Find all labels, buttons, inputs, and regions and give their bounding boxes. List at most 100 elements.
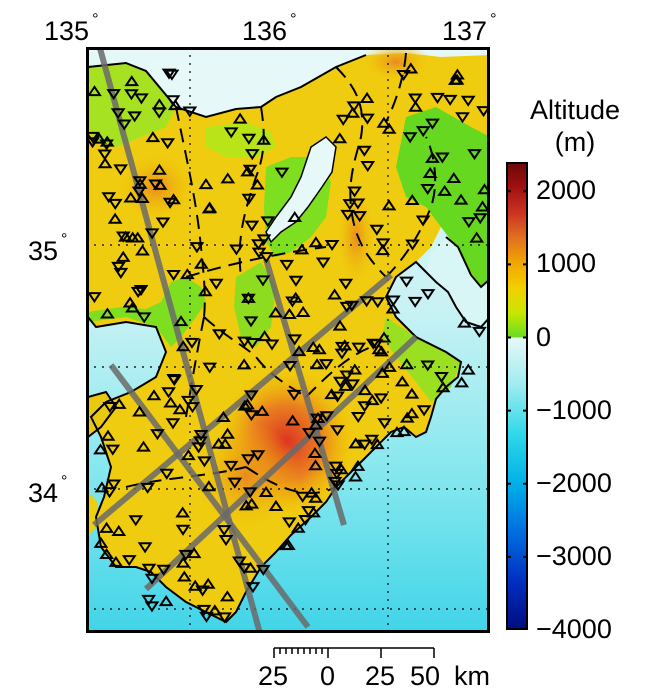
station-triangle [111, 524, 127, 536]
station-triangle [446, 171, 462, 184]
station-triangle [145, 131, 161, 143]
station-inverted-triangle [185, 402, 200, 414]
colorbar-title-line1: Altitude [529, 95, 621, 125]
colorbar-label: 2000 [536, 175, 597, 206]
lon-tick-135-value: 135 [44, 16, 90, 46]
scalebar-svg [273, 647, 435, 658]
station-triangle [237, 399, 253, 411]
station-triangle [244, 497, 260, 509]
station-inverted-triangle [107, 198, 123, 210]
station-triangle [385, 302, 401, 314]
station-triangle [172, 403, 188, 415]
colorbar-label: 0 [536, 321, 552, 352]
station-triangle [290, 521, 306, 533]
station-triangle [285, 414, 301, 426]
station-inverted-triangle [312, 436, 327, 448]
station-inverted-triangle [415, 126, 431, 138]
station-inverted-triangle [244, 149, 260, 161]
station-triangle [404, 193, 420, 206]
station-triangle [288, 291, 304, 303]
station-inverted-triangle [402, 132, 418, 144]
station-triangle [460, 363, 476, 375]
station-inverted-triangle [218, 535, 234, 547]
station-inverted-triangle [162, 197, 178, 209]
station-triangle [381, 122, 397, 134]
station-inverted-triangle [161, 68, 177, 80]
station-inverted-triangle [357, 145, 372, 157]
station-inverted-triangle [243, 390, 259, 402]
station-triangle [347, 363, 363, 375]
station-triangle [357, 384, 373, 396]
station-triangle [374, 366, 390, 378]
station-inverted-triangle [164, 69, 180, 81]
station-inverted-triangle [258, 252, 274, 264]
station-triangle [475, 200, 490, 212]
station-inverted-triangle [373, 393, 389, 405]
station-inverted-triangle [416, 405, 432, 417]
station-triangle [309, 358, 325, 370]
station-triangle [457, 316, 472, 328]
station-inverted-triangle [315, 257, 331, 269]
station-triangle [308, 236, 324, 248]
station-triangle [327, 288, 342, 300]
degree-symbol: ° [61, 473, 68, 490]
station-triangle [291, 345, 307, 357]
station-inverted-triangle [351, 342, 367, 354]
station-triangle [422, 166, 438, 178]
station-triangle [453, 193, 469, 205]
station-inverted-triangle [442, 94, 458, 106]
station-inverted-triangle [165, 95, 181, 107]
station-triangle [97, 157, 113, 169]
lon-tick-137: 137 ° [442, 12, 496, 45]
station-inverted-triangle [420, 183, 436, 196]
station-inverted-triangle [184, 337, 200, 349]
station-inverted-triangle [124, 89, 139, 101]
station-triangle [100, 429, 116, 441]
station-triangle [449, 73, 465, 85]
station-inverted-triangle [189, 242, 205, 254]
station-inverted-triangle [227, 477, 243, 489]
degree-symbol: ° [490, 11, 497, 28]
station-inverted-triangle [399, 276, 414, 288]
station-triangle [197, 285, 213, 297]
station-triangle [100, 307, 115, 319]
station-inverted-triangle [193, 430, 209, 442]
station-inverted-triangle [231, 556, 247, 568]
station-inverted-triangle [339, 370, 355, 382]
station-triangle [294, 243, 310, 255]
station-triangle [132, 405, 147, 417]
station-inverted-triangle [223, 127, 239, 139]
station-inverted-triangle [434, 152, 450, 164]
station-inverted-triangle [407, 93, 423, 105]
station-inverted-triangle [330, 425, 345, 437]
colorbar-label: 1000 [536, 248, 597, 279]
station-triangle [93, 536, 109, 548]
station-triangle [175, 556, 191, 568]
station-inverted-triangle [128, 515, 144, 527]
station-inverted-triangle [244, 410, 259, 422]
station-inverted-triangle [287, 334, 303, 346]
station-inverted-triangle [415, 215, 431, 227]
station-inverted-triangle [324, 239, 340, 252]
station-inverted-triangle [309, 413, 325, 425]
station-inverted-triangle [141, 563, 157, 575]
station-inverted-triangle [244, 220, 260, 232]
station-inverted-triangle [166, 269, 181, 282]
station-triangle [469, 231, 485, 243]
station-inverted-triangle [140, 482, 155, 494]
station-triangle [91, 132, 107, 144]
station-triangle [308, 491, 324, 503]
station-triangle [396, 425, 412, 437]
map-svg [85, 40, 492, 638]
station-inverted-triangle [370, 297, 386, 309]
station-inverted-triangle [250, 450, 266, 462]
station-triangle [376, 116, 392, 128]
station-triangle [152, 163, 167, 175]
station-inverted-triangle [166, 374, 182, 386]
station-triangle [207, 604, 223, 616]
station-inverted-triangle [360, 113, 375, 125]
station-inverted-triangle [301, 506, 316, 518]
station-triangle [268, 499, 284, 511]
station-triangle [176, 570, 192, 582]
station-inverted-triangle [137, 542, 153, 554]
